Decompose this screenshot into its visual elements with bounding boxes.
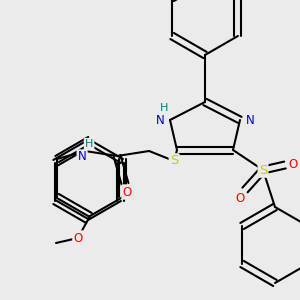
Text: N: N [78, 151, 86, 164]
Text: S: S [170, 154, 178, 167]
Text: H: H [85, 139, 93, 149]
Text: H: H [160, 103, 168, 113]
Text: O: O [288, 158, 298, 172]
Text: O: O [74, 232, 82, 244]
Text: O: O [236, 191, 244, 205]
Text: N: N [246, 113, 254, 127]
Text: S: S [259, 164, 267, 176]
Text: O: O [122, 185, 132, 199]
Text: N: N [156, 113, 164, 127]
